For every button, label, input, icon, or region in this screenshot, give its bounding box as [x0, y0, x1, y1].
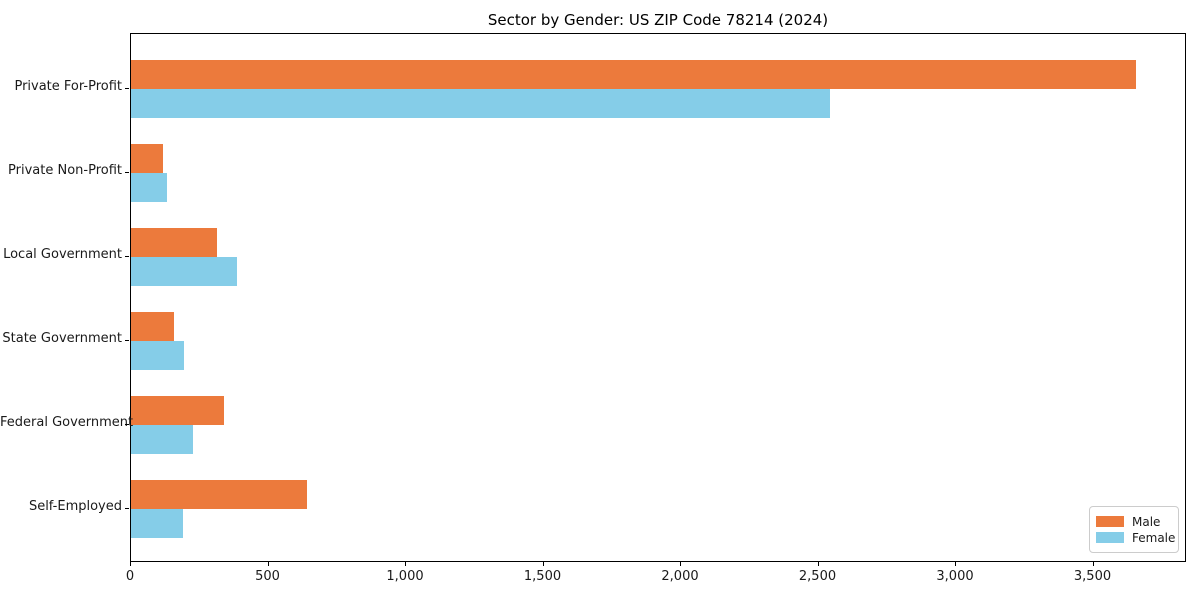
x-tick-label: 1,000 [386, 569, 424, 584]
x-tick-label: 0 [125, 569, 135, 584]
y-tick-mark [125, 423, 129, 425]
legend-label-male: Male [1132, 514, 1161, 529]
y-tick-label: State Government [2, 330, 122, 346]
bar-male [131, 227, 217, 257]
bar-male [131, 479, 307, 509]
x-tick-mark [1092, 562, 1094, 566]
bar-male [131, 395, 225, 425]
bar-male [131, 143, 163, 173]
x-tick-mark [130, 562, 131, 566]
bar-female [131, 508, 184, 538]
plot-area [130, 33, 1186, 562]
x-tick-mark [817, 562, 819, 566]
female-swatch-icon [1096, 532, 1124, 543]
y-tick-mark [125, 171, 129, 173]
legend-item-female: Female [1096, 530, 1176, 545]
x-tick-mark [542, 562, 544, 566]
male-swatch-icon [1096, 516, 1124, 527]
y-tick-label: Private For-Profit [14, 78, 122, 94]
y-tick-mark [125, 87, 129, 89]
y-tick-label: Federal Government [0, 414, 134, 430]
x-tick-label: 3,500 [1073, 569, 1112, 584]
y-tick-mark [125, 255, 129, 257]
bar-female [131, 172, 167, 202]
x-tick-label: 2,500 [798, 569, 837, 584]
bar-female [131, 256, 237, 286]
y-tick-label: Private Non-Profit [8, 162, 122, 178]
legend: Male Female [1089, 506, 1179, 553]
x-tick-label: 3,000 [936, 569, 974, 584]
bar-male [131, 311, 174, 341]
x-tick-label: 2,000 [661, 569, 699, 584]
x-tick-mark [405, 562, 406, 566]
x-tick-mark [955, 562, 956, 566]
legend-label-female: Female [1132, 530, 1176, 545]
x-tick-label: 1,500 [523, 569, 562, 584]
y-tick-mark [125, 507, 129, 509]
y-tick-mark [125, 339, 129, 341]
bar-female [131, 88, 830, 118]
x-tick-mark [680, 562, 681, 566]
y-tick-label: Local Government [3, 246, 122, 262]
x-tick-mark [267, 562, 269, 566]
chart-title: Sector by Gender: US ZIP Code 78214 (202… [487, 11, 829, 29]
y-tick-label: Self-Employed [28, 498, 122, 514]
bar-female [131, 424, 193, 454]
x-tick-label: 500 [255, 569, 280, 584]
bar-male [131, 59, 1137, 89]
legend-item-male: Male [1096, 516, 1172, 528]
bar-female [131, 340, 184, 370]
